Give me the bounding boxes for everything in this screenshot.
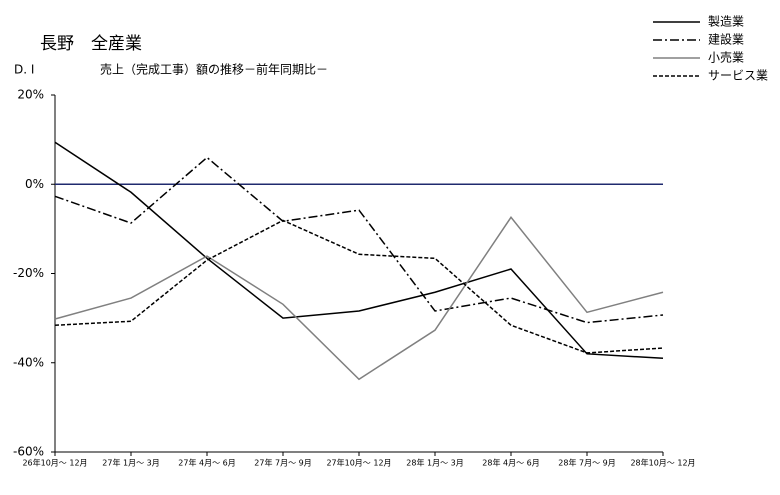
y-tick-label: -60% — [13, 445, 44, 459]
x-tick-label: 27年 1月～ 3月 — [102, 458, 159, 468]
y-tick-label: -20% — [13, 266, 44, 280]
x-tick-label: 27年 7月～ 9月 — [254, 458, 311, 468]
chart-caption: 売上（完成工事）額の推移－前年同期比－ — [100, 62, 328, 77]
x-tick-label: 28年 7月～ 9月 — [558, 458, 615, 468]
y-tick-label: -40% — [13, 355, 44, 369]
x-tick-label: 28年 1月～ 3月 — [406, 458, 463, 468]
legend-label: 製造業 — [708, 15, 744, 29]
series-line — [54, 156, 664, 324]
legend-label: サービス業 — [708, 69, 768, 83]
series-line — [54, 141, 664, 360]
y-tick-label: 0% — [25, 177, 44, 191]
chart-title: 長野 全産業 — [40, 34, 142, 54]
x-tick-label: 27年 4月～ 6月 — [178, 458, 235, 468]
x-tick-label: 28年 4月～ 6月 — [482, 458, 539, 468]
x-tick-label: 28年10月～ 12月 — [630, 458, 695, 468]
legend-label: 小売業 — [708, 50, 744, 65]
legend-label: 建設業 — [708, 32, 744, 47]
x-tick-label: 27年10月～ 12月 — [326, 458, 391, 468]
x-tick-label: 26年10月～ 12月 — [22, 458, 87, 468]
chart-subtitle: D. I — [14, 63, 34, 77]
series-line — [54, 216, 664, 381]
series-line — [54, 219, 664, 354]
y-tick-label: 20% — [17, 88, 44, 102]
